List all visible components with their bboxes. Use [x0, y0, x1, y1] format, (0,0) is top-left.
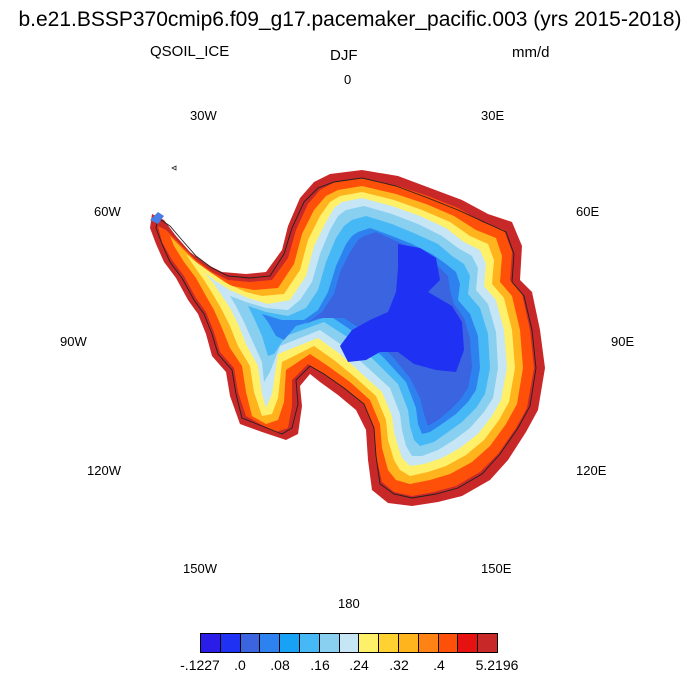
- colorbar-swatch: [359, 634, 380, 652]
- lon-label-90w: 90W: [60, 334, 87, 349]
- lon-label-30e: 30E: [481, 108, 505, 123]
- colorbar-label: .08: [270, 657, 290, 673]
- lon-label-60w: 60W: [94, 204, 121, 219]
- colorbar-label: .32: [389, 657, 409, 673]
- small-island: [171, 165, 177, 171]
- colorbar-label: .0: [234, 657, 246, 673]
- lon-label-120w: 120W: [87, 463, 121, 478]
- colorbar-label: 5.2196: [475, 657, 519, 673]
- colorbar-swatch: [379, 634, 399, 652]
- colorbar-swatch: [280, 634, 300, 652]
- lon-label-120e: 120E: [576, 463, 607, 478]
- colorbar-label: .16: [310, 657, 330, 673]
- units-label: mm/d: [512, 44, 550, 61]
- colorbar-swatch: [339, 634, 360, 652]
- lon-label-150e: 150E: [481, 561, 512, 576]
- colorbar: [200, 633, 498, 653]
- season-label: DJF: [330, 47, 358, 64]
- lon-label-90e: 90E: [611, 334, 635, 349]
- colorbar-labels: -.1227 .0 .08 .16 .24 .32 .4 5.2196: [0, 657, 700, 675]
- colorbar-swatch: [201, 634, 221, 652]
- lon-label-150w: 150W: [183, 561, 217, 576]
- colorbar-swatch: [458, 634, 479, 652]
- weddell-embayment-blue: [150, 212, 164, 224]
- lon-label-30w: 30W: [190, 108, 217, 123]
- field-core-deep-blue: [340, 244, 464, 372]
- colorbar-swatch: [478, 634, 497, 652]
- colorbar-swatch: [240, 634, 261, 652]
- antarctica-map: [150, 165, 545, 506]
- plot-title: b.e21.BSSP370cmip6.f09_g17.pacemaker_pac…: [18, 8, 682, 31]
- antarctica-coastline: [155, 177, 537, 499]
- colorbar-swatch: [438, 634, 459, 652]
- colorbar-swatch: [220, 634, 241, 652]
- lon-label-0: 0: [344, 72, 352, 87]
- colorbar-swatch: [319, 634, 340, 652]
- colorbar-swatch: [299, 634, 320, 652]
- colorbar-swatch: [260, 634, 281, 652]
- variable-label: QSOIL_ICE: [150, 43, 230, 60]
- lon-label-180: 180: [338, 596, 360, 611]
- antarctica-field: [150, 165, 545, 506]
- colorbar-label: -.1227: [180, 657, 220, 673]
- lon-label-60e: 60E: [576, 204, 600, 219]
- colorbar-swatch: [418, 634, 439, 652]
- colorbar-label: .24: [349, 657, 369, 673]
- colorbar-swatch: [398, 634, 419, 652]
- colorbar-label: .4: [433, 657, 445, 673]
